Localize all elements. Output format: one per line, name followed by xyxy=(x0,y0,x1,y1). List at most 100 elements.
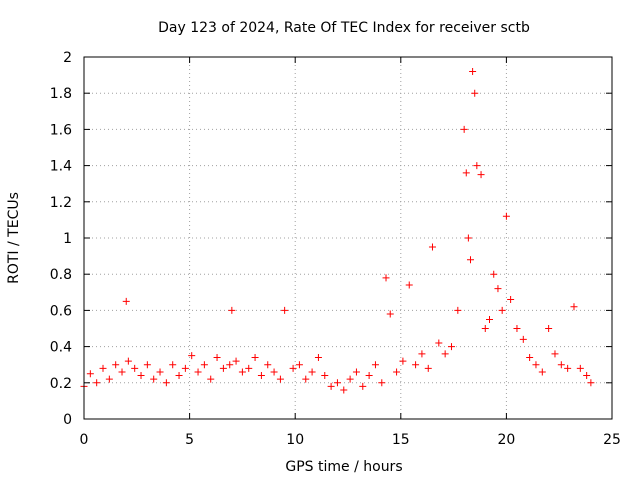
data-point xyxy=(538,368,546,376)
data-point xyxy=(386,310,394,318)
x-tick-label: 20 xyxy=(497,432,515,448)
data-points xyxy=(80,67,595,394)
data-point xyxy=(587,379,595,387)
grid-lines xyxy=(84,57,612,419)
data-point xyxy=(477,171,485,179)
x-tick-label: 25 xyxy=(603,432,621,448)
data-point xyxy=(295,361,303,369)
data-point xyxy=(576,364,584,372)
data-point xyxy=(150,375,158,383)
axis-ticks: 0 5 10 15 20 25 0 0.2 0.4 0.6 0.8 1 1.2 1.4 1.6 1.8 2 xyxy=(50,50,621,448)
data-point xyxy=(486,315,494,323)
data-point xyxy=(393,368,401,376)
y-tick-label: 1.8 xyxy=(50,86,72,102)
data-point xyxy=(314,353,322,361)
y-tick-label: 0.2 xyxy=(50,376,72,392)
y-axis-label: ROTI / TECUs xyxy=(6,192,22,284)
data-point xyxy=(289,364,297,372)
data-point xyxy=(232,357,240,365)
data-point xyxy=(281,306,289,314)
data-point xyxy=(219,364,227,372)
data-point xyxy=(86,370,94,378)
data-point xyxy=(131,364,139,372)
data-point xyxy=(545,325,553,332)
y-tick-label: 1.4 xyxy=(50,159,72,175)
data-point xyxy=(454,306,462,314)
data-point xyxy=(382,274,390,282)
data-point xyxy=(207,375,215,383)
data-point xyxy=(137,372,145,380)
data-point xyxy=(583,372,591,380)
data-point xyxy=(188,352,196,360)
data-point xyxy=(412,361,420,369)
data-point xyxy=(308,368,316,376)
x-tick-label: 10 xyxy=(286,432,304,448)
data-point xyxy=(460,125,468,133)
data-point xyxy=(276,375,284,383)
data-point xyxy=(245,364,253,372)
chart-title: Day 123 of 2024, Rate Of TEC Index for r… xyxy=(158,20,530,36)
data-point xyxy=(441,350,449,358)
data-point xyxy=(213,353,221,361)
data-point xyxy=(469,67,477,75)
data-point xyxy=(264,361,272,369)
data-point xyxy=(181,364,189,372)
data-point xyxy=(352,368,360,376)
data-point xyxy=(502,212,510,220)
data-point xyxy=(257,372,265,380)
data-point xyxy=(175,372,183,380)
data-point xyxy=(162,379,170,387)
data-point xyxy=(513,325,521,332)
data-point xyxy=(481,325,489,332)
data-point xyxy=(498,306,506,314)
data-point xyxy=(371,361,379,369)
data-point xyxy=(118,368,126,376)
data-point xyxy=(473,162,481,170)
data-point xyxy=(399,357,407,365)
data-point xyxy=(340,386,348,394)
y-tick-label: 2 xyxy=(63,50,72,66)
data-point xyxy=(471,89,479,97)
data-point xyxy=(200,361,208,369)
data-point xyxy=(99,364,107,372)
data-point xyxy=(238,368,246,376)
data-point xyxy=(405,281,413,289)
data-point xyxy=(194,368,202,376)
x-tick-label: 0 xyxy=(80,432,89,448)
x-tick-label: 5 xyxy=(185,432,194,448)
data-point xyxy=(435,339,443,347)
data-point xyxy=(124,357,132,365)
data-point xyxy=(321,372,329,380)
data-point xyxy=(557,361,565,369)
data-point xyxy=(424,364,432,372)
data-point xyxy=(359,382,367,390)
data-point xyxy=(570,303,578,311)
data-point xyxy=(169,361,177,369)
data-point xyxy=(346,375,354,383)
data-point xyxy=(464,234,472,242)
data-point xyxy=(112,361,120,369)
y-tick-label: 0.8 xyxy=(50,267,72,283)
data-point xyxy=(378,379,386,387)
data-point xyxy=(519,335,527,343)
data-point xyxy=(447,343,455,351)
data-point xyxy=(270,368,278,376)
data-point xyxy=(143,361,151,369)
data-point xyxy=(226,361,234,369)
data-point xyxy=(532,361,540,369)
y-tick-label: 1.6 xyxy=(50,122,72,138)
x-tick-label: 15 xyxy=(392,432,410,448)
data-point xyxy=(156,368,164,376)
data-point xyxy=(93,379,101,387)
data-point xyxy=(462,169,470,177)
data-point xyxy=(365,372,373,380)
y-tick-label: 1 xyxy=(63,231,72,247)
y-tick-label: 0.4 xyxy=(50,340,72,356)
data-point xyxy=(466,256,474,264)
data-point xyxy=(526,353,534,361)
data-point xyxy=(302,375,310,383)
x-axis-label: GPS time / hours xyxy=(285,459,402,475)
data-point xyxy=(228,306,236,314)
data-point xyxy=(105,375,113,383)
y-tick-label: 0.6 xyxy=(50,303,72,319)
